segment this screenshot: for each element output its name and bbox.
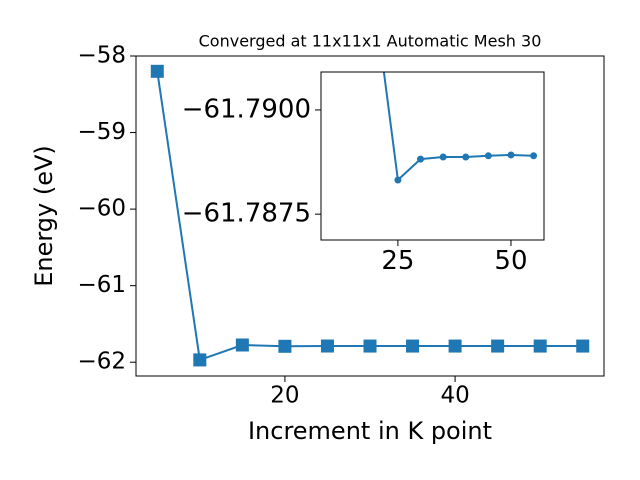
y-axis-label: Energy (eV): [30, 145, 58, 287]
marker: [363, 339, 377, 353]
marker: [406, 339, 420, 353]
series-group: [150, 64, 590, 367]
marker: [417, 155, 425, 163]
x-tick-label: 20: [270, 382, 299, 408]
marker: [278, 339, 292, 353]
x-tick-label: 50: [494, 246, 527, 276]
marker: [530, 152, 538, 160]
y-tick-label: −59: [77, 119, 126, 145]
marker: [533, 339, 547, 353]
y-tick-label: −60: [77, 196, 126, 222]
marker: [462, 153, 470, 161]
marker: [448, 339, 462, 353]
marker: [150, 64, 164, 78]
series-group: [382, 72, 538, 184]
y-tick-label: −61.7900: [182, 94, 311, 124]
chart-title: Converged at 11x11x1 Automatic Mesh 30: [199, 32, 542, 51]
marker: [235, 338, 249, 352]
y-tick-label: −62: [77, 349, 126, 375]
x-tick-label: 25: [381, 246, 414, 276]
marker: [507, 151, 515, 159]
y-tick-label: −61.7875: [182, 199, 311, 229]
series-line: [382, 72, 534, 183]
marker: [439, 153, 447, 161]
x-tick-label: 40: [440, 382, 469, 408]
y-tick-label: −61: [77, 272, 126, 298]
marker: [491, 339, 505, 353]
marker: [193, 353, 207, 367]
marker: [576, 339, 590, 353]
marker: [320, 339, 334, 353]
axes-frame: [320, 71, 545, 241]
axes-frame: [135, 55, 605, 377]
marker: [394, 176, 402, 184]
marker: [484, 152, 492, 160]
x-axis-label: Increment in K point: [248, 417, 492, 445]
y-tick-label: −58: [77, 43, 126, 69]
